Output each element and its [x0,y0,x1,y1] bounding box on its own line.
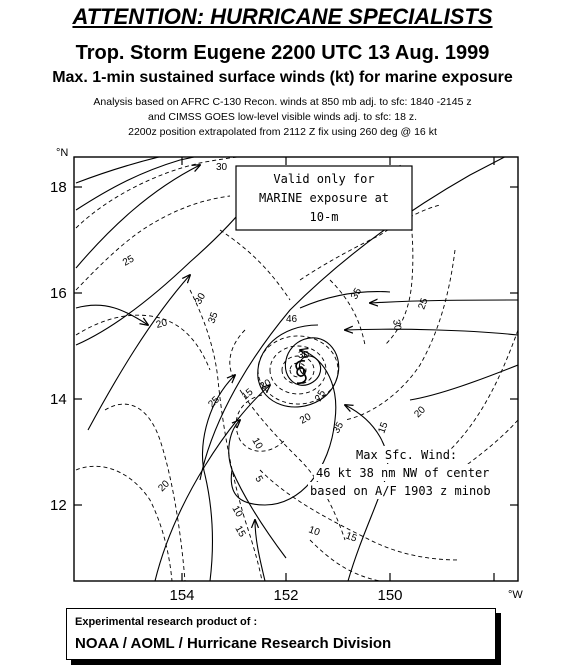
page-subtitle: Max. 1-min sustained surface winds (kt) … [52,69,513,86]
isotach [299,204,441,281]
footer-credit-box: Experimental research product of : NOAA … [66,608,496,660]
contour-label: 15 [240,386,256,402]
isotach [229,329,246,381]
storm-center-symbol [295,360,307,384]
isotach [459,419,518,471]
contour-label: 46 [286,314,298,325]
valid-box-line: 10-m [310,210,339,224]
attention-banner: ATTENTION: HURRICANE SPECIALISTS [72,4,493,29]
streamline [409,364,518,401]
isotach [235,394,286,452]
valid-box-line: MARINE exposure at [259,191,389,205]
contour-label: 5 [252,474,265,485]
streamline [75,199,251,346]
valid-box-line: Valid only for [273,172,374,186]
contour-label: 15 [344,530,359,544]
contour-label: 35 [206,310,220,325]
streamline [75,157,197,211]
contour-label: 20 [412,404,428,420]
contour-label: 20 [155,317,169,331]
page-title: Trop. Storm Eugene 2200 UTC 13 Aug. 1999 [75,42,490,64]
streamline [202,375,235,581]
streamline [154,385,270,581]
contour-label: 25 [206,394,222,410]
wind-analysis-map: 30 25 20 30 35 35 46 30 25 20 25 15 20 2… [50,147,523,604]
lat-tick-label: 18 [50,179,67,196]
analysis-line-3: 2200z position extrapolated from 2112 Z … [128,126,437,138]
contour-label: 35 [349,286,364,302]
isotach [219,229,291,301]
streamline [199,157,506,481]
contour-label: 15 [376,420,390,435]
contour-label: 10 [307,524,322,538]
streamline [345,329,518,336]
isotach [75,465,173,581]
streamline [75,157,162,184]
contour-label: 20 [156,478,172,494]
isotach [239,389,346,541]
contour-label: 30 [216,162,228,173]
contour-label: 25 [121,253,137,268]
footer-line-1: Experimental research product of : [75,616,258,628]
streamlines [75,157,518,581]
lat-tick-label: 12 [50,497,67,514]
isotach [309,539,381,581]
isotach [269,345,327,395]
isotach [329,279,366,346]
lon-tick-label: 152 [273,587,298,604]
lon-unit-label: °W [508,589,523,601]
max-wind-line: based on A/F 1903 z minob [310,484,491,498]
footer-line-2: NOAA / AOML / Hurricane Research Divisio… [75,635,392,652]
contour-label: 35 [331,420,346,436]
analysis-line-1: Analysis based on AFRC C-130 Recon. wind… [93,96,472,108]
isotach [75,314,211,371]
streamline [370,300,518,303]
isotach [344,249,456,421]
contour-label: 30 [193,291,208,307]
isotachs [75,157,518,581]
isotach [104,403,186,581]
lat-tick-label: 16 [50,285,67,302]
max-wind-line: 46 kt 38 nm NW of center [316,466,489,480]
max-wind-note: Max Sfc. Wind: 46 kt 38 nm NW of center … [308,446,498,499]
max-wind-line: Max Sfc. Wind: [356,448,457,462]
valid-only-box: Valid only for MARINE exposure at 10-m [235,165,413,231]
isotach [75,157,241,229]
contour-label: 20 [298,411,314,426]
lat-unit-label: °N [56,147,68,159]
analysis-line-2: and CIMSS GOES low-level visible winds a… [147,111,418,123]
contour-label: 10 [229,504,244,520]
streamline [75,304,148,325]
contour-label: 30 [298,350,310,361]
contour-label: 15 [232,524,247,540]
streamline [228,420,287,559]
isotach [75,195,231,291]
streamline [75,165,200,269]
streamline [255,520,266,581]
contour-label: 20 [258,377,274,392]
lon-tick-label: 150 [377,587,402,604]
isotach [259,469,461,561]
streamline [87,275,190,431]
isotach [257,335,339,405]
isotach [289,362,307,378]
isotach [449,329,518,451]
streamline [299,291,391,309]
axis-ticks [74,157,518,581]
contour-label: 25 [313,388,328,404]
contour-label: 10 [249,436,264,452]
lon-tick-label: 154 [169,587,194,604]
lat-tick-label: 14 [50,391,67,408]
streamline [257,324,340,408]
isotach [189,289,263,581]
isotach [281,355,315,385]
contour-label: 25 [416,296,430,311]
contour-label: 30 [390,319,403,332]
map-frame [73,156,519,582]
